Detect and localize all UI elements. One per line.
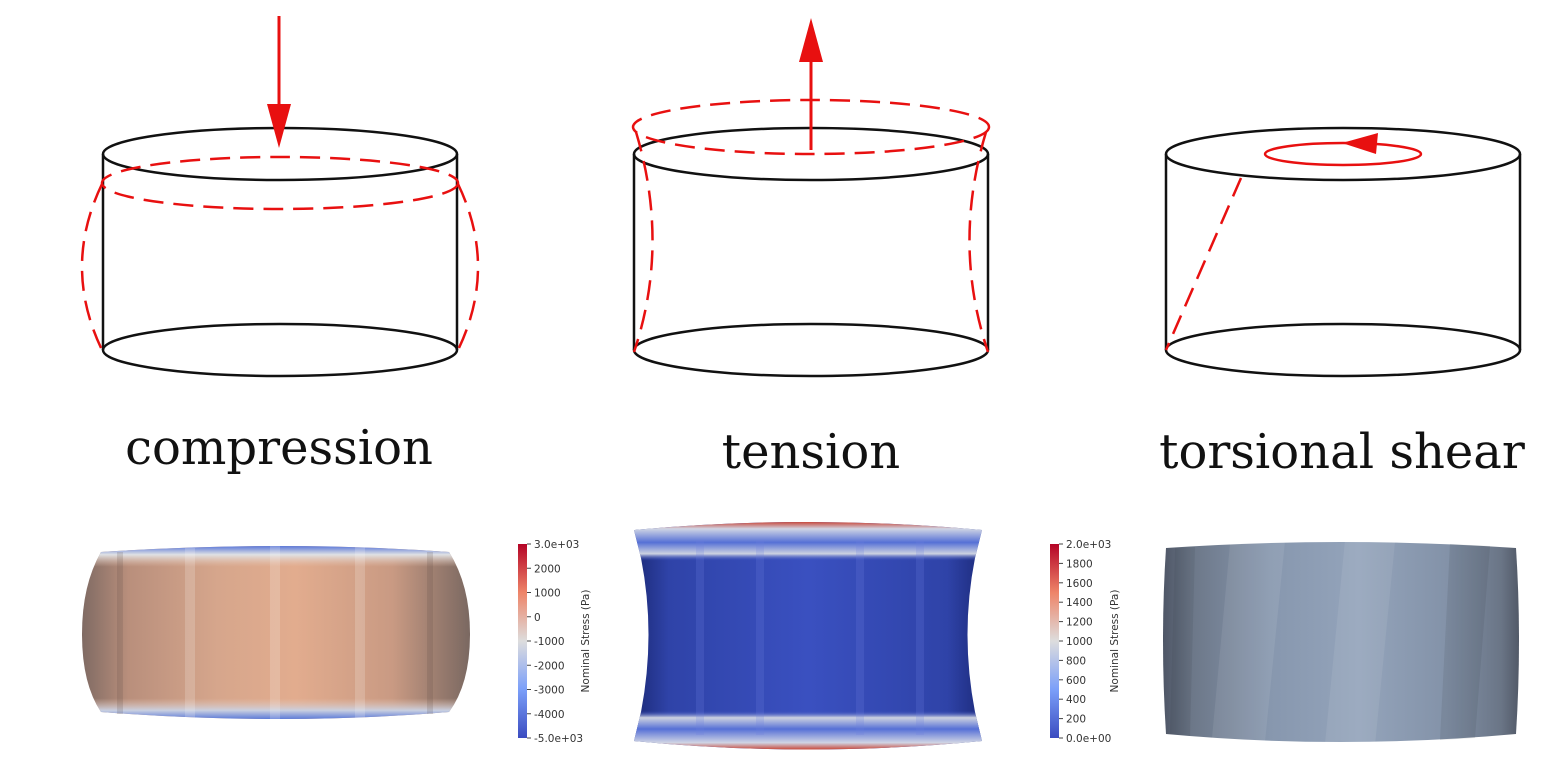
colorbar-tick-label: -2000: [534, 660, 565, 672]
colorbar-tick-label: -4000: [534, 709, 565, 721]
colorbar-tick-label: 1600: [1066, 578, 1093, 590]
colorbar-tension-title: Nominal Stress (Pa): [1109, 590, 1121, 693]
shear-simulation: [1163, 540, 1519, 745]
rotation-arrow-icon: [1265, 133, 1421, 165]
colorbar-tension-ticks: 2.0e+03 1800 1600 1400 1200 1000 800 600 400 200 0…: [1059, 539, 1111, 745]
colorbar-compression: 3.0e+03 2000 1000 0 -1000 -2000 -3000 -4000 -5.0…: [518, 539, 592, 745]
colorbar-tick-label: 2.0e+03: [1066, 539, 1111, 551]
label-torsional-shear: torsional shear: [1159, 424, 1525, 480]
label-tension: tension: [722, 424, 900, 480]
colorbar-tick-label: 1000: [534, 588, 561, 600]
compression-schematic: [82, 16, 478, 376]
colorbar-compression-ticks: 3.0e+03 2000 1000 0 -1000 -2000 -3000 -4000 -5.0…: [527, 539, 583, 745]
shear-deformed-line: [1166, 178, 1241, 350]
shear-schematic: [1166, 128, 1520, 376]
colorbar-tick-label: -3000: [534, 685, 565, 697]
tension-simulation: [634, 522, 982, 750]
colorbar-tick-label: 0: [534, 612, 541, 624]
colorbar-tick-label: 600: [1066, 675, 1086, 687]
colorbar-tick-label: 1800: [1066, 558, 1093, 570]
colorbar-tick-label: 1400: [1066, 597, 1093, 609]
colorbar-tick-label: 800: [1066, 655, 1086, 667]
colorbar-tick-label: -5.0e+03: [534, 733, 583, 745]
compression-simulation: [82, 546, 470, 722]
colorbar-tick-label: 400: [1066, 694, 1086, 706]
colorbar-tension: 2.0e+03 1800 1600 1400 1200 1000 800 600 400 200 0…: [1050, 539, 1121, 745]
tension-arrow: [799, 18, 823, 150]
colorbar-tick-label: 0.0e+00: [1066, 733, 1111, 745]
colorbar-tick-label: 1200: [1066, 617, 1093, 629]
colorbar-tick-label: 200: [1066, 714, 1086, 726]
label-compression: compression: [125, 420, 433, 476]
compression-deformed-outline: [82, 157, 478, 350]
colorbar-tick-label: 2000: [534, 563, 561, 575]
colorbar-tick-label: 1000: [1066, 636, 1093, 648]
colorbar-compression-title: Nominal Stress (Pa): [580, 590, 592, 693]
colorbar-tick-label: -1000: [534, 636, 565, 648]
colorbar-tick-label: 3.0e+03: [534, 539, 579, 551]
tension-schematic: [633, 18, 989, 376]
